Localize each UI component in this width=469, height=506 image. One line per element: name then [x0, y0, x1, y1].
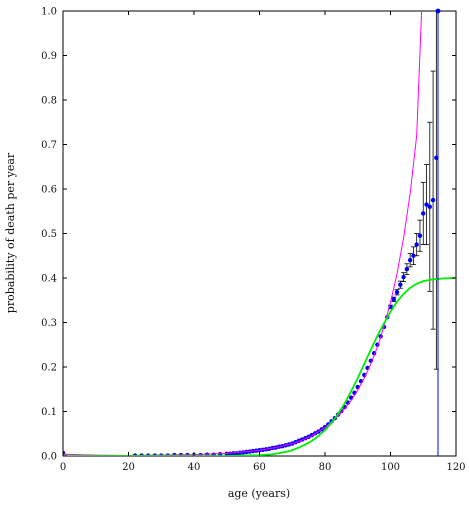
data-point	[411, 253, 416, 258]
data-point	[424, 202, 429, 207]
series-line-1	[63, 11, 423, 456]
x-axis-title: age (years)	[228, 487, 290, 500]
y-tick-label: 0.2	[41, 363, 57, 374]
x-tick-label: 0	[60, 462, 66, 473]
data-point	[407, 258, 413, 263]
y-tick-label: 1.0	[41, 7, 57, 18]
data-point	[434, 155, 439, 161]
data-point	[391, 297, 396, 302]
y-tick-label: 0.0	[41, 452, 57, 463]
x-tick-label: 60	[253, 462, 266, 473]
x-axis: 0 20 40 60 80 100 120	[60, 11, 466, 473]
data-point	[417, 233, 423, 238]
x-tick-label: 80	[319, 462, 332, 473]
data-point	[394, 290, 400, 295]
data-point	[427, 204, 432, 209]
x-tick-label: 40	[188, 462, 201, 473]
data-point	[430, 197, 436, 203]
y-tick-label: 0.6	[41, 185, 57, 196]
data-point-top	[435, 8, 441, 14]
x-tick-label: 100	[381, 462, 400, 473]
data-point	[421, 211, 426, 216]
series-line-2	[63, 277, 456, 456]
plot-frame	[62, 10, 457, 457]
y-axis-title: probability of death per year	[4, 152, 17, 313]
data-point	[414, 242, 419, 247]
y-axis: 0.0 0.1 0.2 0.3 0.4 0.5 0.6 0.7 0.8 0.9 1.0	[41, 7, 456, 463]
y-tick-label: 0.7	[41, 140, 57, 151]
data-point	[401, 274, 406, 280]
series-layer	[63, 11, 456, 456]
y-tick-label: 0.8	[41, 96, 57, 107]
y-tick-label: 0.3	[41, 318, 57, 329]
x-tick-label: 20	[122, 462, 135, 473]
y-tick-label: 0.5	[41, 229, 57, 240]
plot-area	[62, 8, 457, 457]
y-tick-label: 0.1	[41, 407, 57, 418]
y-tick-label: 0.4	[41, 274, 57, 285]
y-tick-label: 0.9	[41, 51, 57, 62]
x-tick-label: 120	[446, 462, 465, 473]
data-point	[404, 266, 410, 272]
data-point	[398, 282, 403, 287]
